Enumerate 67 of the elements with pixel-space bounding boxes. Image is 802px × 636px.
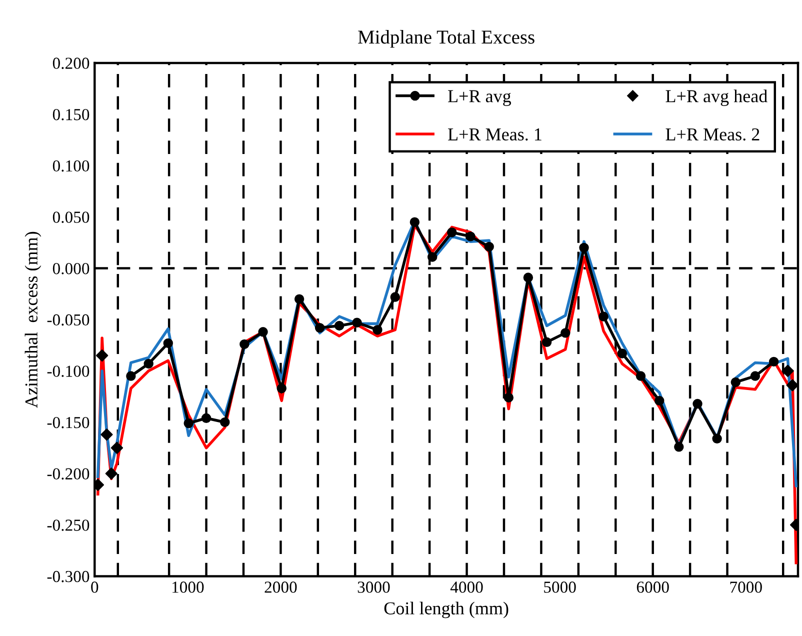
point: [372, 324, 382, 335]
point: [768, 356, 779, 367]
point: [184, 418, 194, 428]
y-tick-label: -0.300: [47, 570, 90, 582]
point: [730, 377, 741, 388]
point: [144, 358, 154, 369]
point: [390, 292, 400, 302]
point: [314, 322, 325, 333]
point: [542, 337, 552, 348]
point: [692, 398, 702, 409]
point: [276, 384, 286, 394]
point: [750, 371, 760, 381]
y-tick-label: 0.000: [52, 262, 90, 274]
x-tick-label: 7000: [730, 582, 762, 593]
point: [786, 379, 798, 392]
point: [523, 272, 534, 282]
x-tick-label: 5000: [544, 582, 576, 593]
legend-label: L+R Meas. 1: [448, 128, 542, 141]
point: [410, 217, 420, 227]
point: [712, 434, 722, 444]
point: [294, 294, 304, 304]
x-tick-label: 1000: [172, 582, 204, 593]
point: [598, 312, 608, 322]
point: [636, 371, 646, 381]
x-tick-label: 2000: [264, 582, 297, 593]
point: [201, 413, 212, 423]
x-tick-label: 3000: [358, 582, 390, 593]
point: [110, 442, 124, 454]
chart-title: Midplane Total Excess: [358, 30, 534, 48]
x-tick-label: 0: [91, 582, 98, 593]
point: [484, 242, 494, 252]
point: [654, 396, 664, 406]
legend-label: L+R Meas. 2: [666, 128, 760, 141]
point: [782, 364, 794, 377]
point: [560, 328, 570, 338]
point: [352, 318, 362, 328]
y-tick-label: 0.100: [52, 160, 90, 172]
y-tick-label: -0.250: [47, 520, 90, 531]
point: [447, 227, 457, 238]
point: [105, 467, 118, 480]
y-tick-label: 0.200: [52, 58, 90, 69]
point: [220, 417, 230, 428]
y-axis-title: Azimuthal excess (mm): [24, 232, 42, 408]
x-tick-label: 6000: [636, 582, 669, 593]
legend-label: L+R avg head: [666, 90, 768, 106]
x-tick-label: 4000: [450, 582, 483, 593]
legend-label: L+R avg: [448, 90, 512, 106]
y-tick-label: 0.150: [52, 108, 90, 120]
point: [126, 371, 136, 381]
y-tick-label: -0.050: [47, 314, 90, 326]
point: [617, 348, 628, 358]
y-tick-label: 0.050: [52, 212, 90, 223]
point: [240, 339, 250, 350]
point: [334, 320, 344, 331]
point: [427, 252, 438, 262]
y-tick-label: -0.200: [47, 468, 90, 480]
point: [163, 338, 173, 348]
point: [579, 242, 589, 253]
point: [258, 327, 268, 337]
y-tick-label: -0.100: [47, 366, 90, 377]
point: [466, 232, 476, 242]
point: [100, 428, 113, 441]
point: [504, 392, 514, 402]
x-axis-title: Coil length (mm): [384, 602, 508, 618]
y-tick-label: -0.150: [47, 416, 90, 428]
point: [96, 349, 108, 362]
point: [674, 442, 684, 452]
